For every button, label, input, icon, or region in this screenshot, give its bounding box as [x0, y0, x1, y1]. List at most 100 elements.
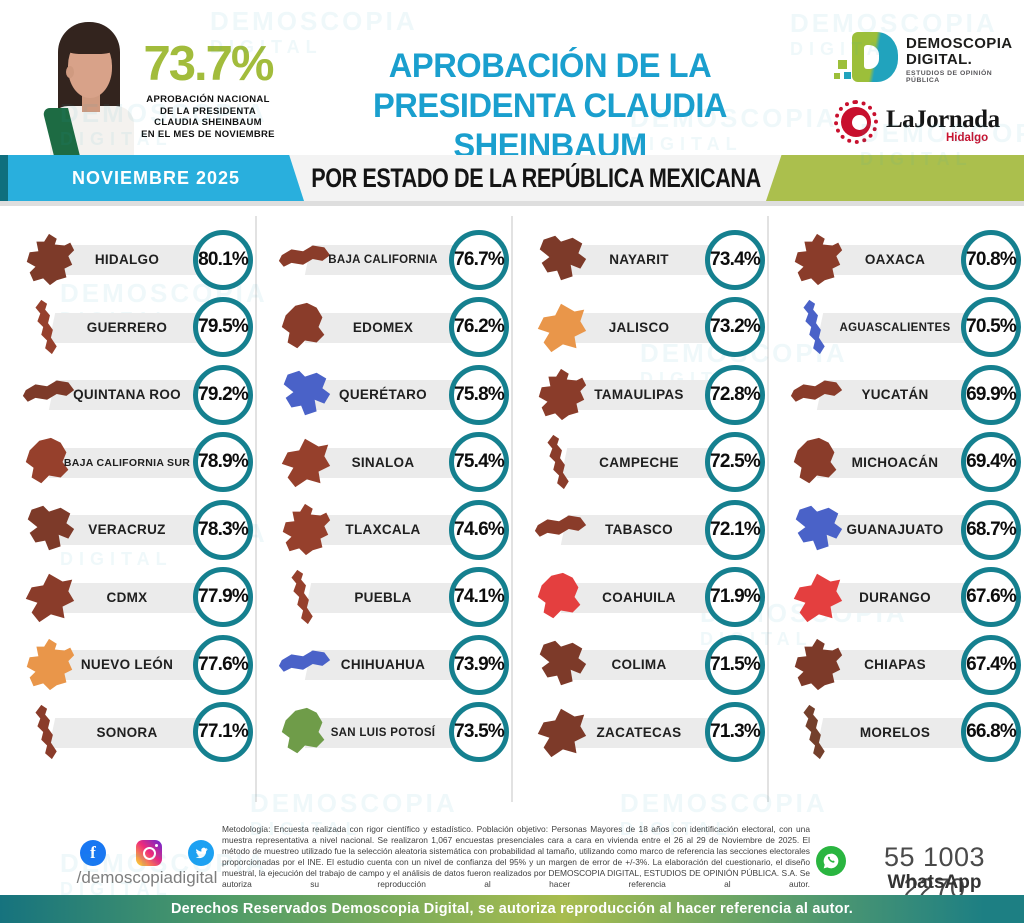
state-map-icon [537, 572, 581, 618]
state-row: NUEVO LEÓN 77.6% [0, 631, 256, 699]
state-name: AGUASCALIENTES [839, 321, 951, 334]
state-name: ZACATECAS [596, 724, 682, 740]
state-map-icon [278, 245, 331, 267]
state-name: NAYARIT [609, 252, 669, 267]
approval-value-circle: 73.4% [705, 229, 765, 290]
facebook-icon[interactable]: f [80, 840, 106, 866]
state-name: VERACRUZ [88, 522, 166, 537]
brand-name: DEMOSCOPIA DIGITAL. [906, 36, 1013, 68]
state-name: BAJA CALIFORNIA [328, 254, 438, 266]
states-column-1: HIDALGO 80.1% GUERRERO 79.5% QUINTANA ROO 79.… [0, 226, 256, 766]
facebook-glyph: f [90, 843, 96, 862]
state-name: TAMAULIPAS [594, 387, 684, 402]
state-map-icon [794, 638, 843, 691]
band-olive-ribbon [766, 155, 1024, 201]
twitter-bird-icon [195, 847, 208, 859]
state-map-icon [539, 235, 587, 281]
state-map-icon [537, 708, 587, 757]
state-name: CHIAPAS [864, 657, 926, 672]
approval-value-circle: 73.2% [705, 297, 765, 357]
state-map-icon [537, 303, 587, 352]
state-row: ZACATECAS 71.3% [512, 699, 768, 767]
approval-value-circle: 72.8% [705, 364, 765, 425]
state-row: TLAXCALA 74.6% [256, 496, 512, 564]
avatar-fringe [64, 28, 116, 54]
lajornada-region: Hidalgo [946, 132, 989, 144]
approval-value-circle: 74.1% [449, 567, 509, 627]
state-row: CAMPECHE 72.5% [512, 429, 768, 497]
approval-value-circle: 77.1% [193, 702, 253, 762]
national-approval-caption: APROBACIÓN NACIONAL DE LA PRESIDENTA CLA… [120, 94, 296, 140]
state-map-icon [26, 638, 75, 691]
state-map-icon [793, 437, 837, 483]
brand-name-line2: DIGITAL. [906, 51, 973, 68]
logo-pixel [838, 60, 847, 69]
social-handle[interactable]: /demoscopiadigital [76, 868, 218, 887]
state-row: GUERRERO 79.5% [0, 294, 256, 362]
state-name: JALISCO [608, 319, 670, 335]
state-map-icon [282, 503, 331, 556]
approval-value-circle: 76.7% [449, 229, 509, 290]
state-row: SAN LUIS POTOSÍ 73.5% [256, 699, 512, 767]
band-subtitle: POR ESTADO DE LA REPÚBLICA MEXICANA [304, 155, 768, 201]
methodology-text: Metodología: Encuesta realizada con rigo… [222, 824, 810, 889]
approval-value-circle: 72.5% [705, 432, 765, 492]
approval-value-circle: 78.9% [193, 432, 253, 492]
whatsapp-label: WhatsApp [887, 872, 982, 893]
caption-line: DE LA PRESIDENTA [159, 105, 257, 117]
state-name: GUANAJUATO [846, 522, 944, 537]
caption-line: CLAUDIA SHEINBAUM [154, 117, 262, 128]
approval-value-circle: 75.4% [449, 432, 509, 492]
state-row: EDOMEX 76.2% [256, 294, 512, 362]
approval-value-circle: 76.2% [449, 297, 509, 357]
state-name: OAXACA [864, 252, 926, 267]
copyright-text: Derechos Reservados Demoscopia Digital, … [170, 901, 854, 917]
whatsapp-icon[interactable] [816, 846, 846, 876]
state-row: YUCATÁN 69.9% [768, 361, 1024, 429]
state-map-icon [291, 569, 313, 624]
brand-tagline: ESTUDIOS DE OPINIÓN PÚBLICA [906, 70, 993, 84]
approval-value-circle: 75.8% [449, 364, 509, 425]
lajornada-name: LaJornada [886, 106, 1000, 133]
state-name: CAMPECHE [599, 454, 679, 470]
state-row: MORELOS 66.8% [768, 699, 1024, 767]
instagram-icon[interactable] [136, 840, 162, 866]
copyright-bar: Derechos Reservados Demoscopia Digital, … [0, 895, 1024, 923]
approval-value-circle: 67.4% [961, 634, 1021, 695]
lajornada-logo: LaJornada Hidalgo [834, 98, 1014, 150]
approval-value-circle: 77.6% [193, 634, 253, 695]
approval-value-circle: 70.8% [961, 229, 1021, 290]
state-name: QUINTANA ROO [73, 387, 181, 402]
state-map-icon [795, 505, 843, 551]
state-name: SAN LUIS POTOSÍ [330, 726, 436, 739]
approval-value-circle: 78.3% [193, 499, 253, 560]
state-row: AGUASCALIENTES 70.5% [768, 294, 1024, 362]
state-name: TLAXCALA [345, 522, 421, 537]
state-name: DURANGO [859, 589, 931, 605]
state-row: SONORA 77.1% [0, 699, 256, 767]
demoscopia-d-icon [852, 32, 898, 82]
state-name: PUEBLA [354, 589, 412, 605]
lajornada-gear-icon [834, 100, 878, 144]
state-map-icon [281, 438, 331, 487]
state-row: CHIAPAS 67.4% [768, 631, 1024, 699]
state-map-icon [281, 302, 325, 348]
page-title: APROBACIÓN DE LA PRESIDENTA CLAUDIA SHEI… [281, 46, 819, 166]
state-map-icon [790, 380, 843, 402]
president-photo [40, 20, 140, 156]
state-name: COAHUILA [602, 589, 676, 605]
state-name: CDMX [106, 589, 148, 605]
states-column-3: NAYARIT 73.4% JALISCO 73.2% TAMAULIPAS 72.8% C… [512, 226, 768, 766]
state-name: CHIHUAHUA [340, 657, 426, 672]
approval-value-circle: 69.4% [961, 432, 1021, 492]
logo-pixel [844, 72, 851, 79]
state-row: BAJA CALIFORNIA 76.7% [256, 226, 512, 294]
state-row: DURANGO 67.6% [768, 564, 1024, 632]
approval-value-circle: 73.5% [449, 702, 509, 762]
state-row: COLIMA 71.5% [512, 631, 768, 699]
state-map-icon [25, 573, 75, 622]
state-map-icon [794, 233, 843, 286]
state-row: OAXACA 70.8% [768, 226, 1024, 294]
twitter-icon[interactable] [188, 840, 214, 866]
column-divider [511, 216, 513, 802]
